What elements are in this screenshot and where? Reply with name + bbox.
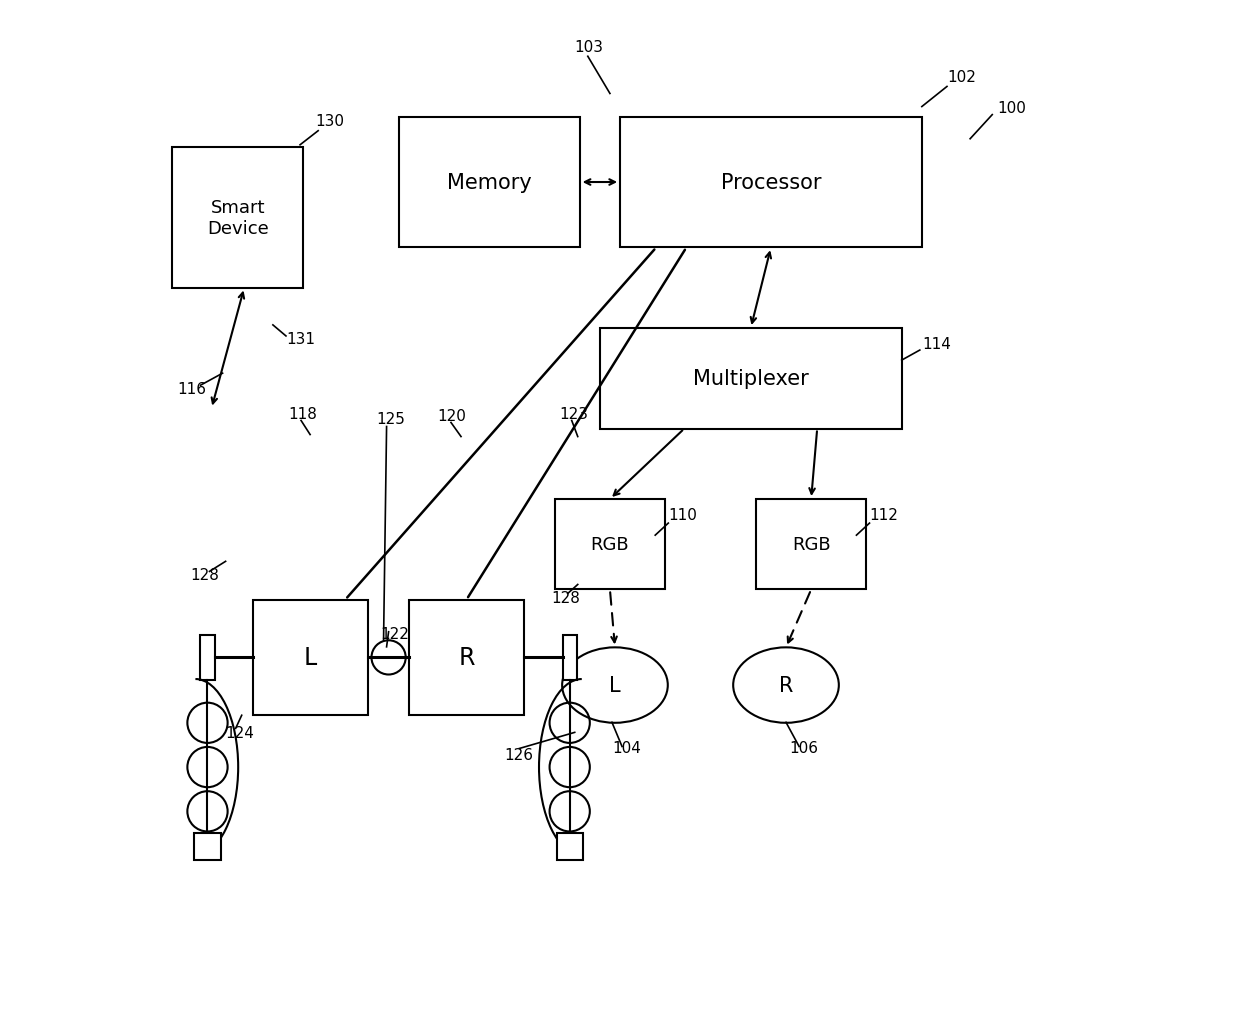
Text: Memory: Memory (446, 173, 532, 193)
Text: 124: 124 (226, 726, 254, 741)
FancyBboxPatch shape (563, 636, 577, 680)
Text: Processor: Processor (720, 173, 821, 193)
Text: Multiplexer: Multiplexer (693, 369, 808, 389)
Text: 102: 102 (947, 70, 976, 86)
FancyBboxPatch shape (398, 117, 580, 249)
Text: Smart
Device: Smart Device (207, 199, 269, 237)
Text: 116: 116 (177, 382, 206, 397)
Text: 110: 110 (668, 507, 697, 523)
Text: 112: 112 (869, 507, 899, 523)
FancyBboxPatch shape (409, 600, 525, 715)
Text: 103: 103 (574, 40, 604, 55)
Text: 106: 106 (789, 741, 818, 756)
Text: R: R (459, 646, 475, 669)
FancyBboxPatch shape (253, 600, 368, 715)
Text: 114: 114 (921, 336, 951, 352)
Text: 125: 125 (377, 412, 405, 427)
Text: 123: 123 (559, 407, 589, 422)
FancyBboxPatch shape (557, 834, 583, 860)
Text: L: L (609, 676, 621, 695)
Text: 128: 128 (191, 568, 219, 583)
Text: 118: 118 (288, 407, 317, 422)
Text: 104: 104 (613, 741, 641, 756)
Ellipse shape (562, 648, 668, 723)
Text: RGB: RGB (590, 536, 629, 553)
Text: RGB: RGB (792, 536, 831, 553)
FancyBboxPatch shape (756, 499, 867, 590)
FancyBboxPatch shape (195, 834, 221, 860)
Text: R: R (779, 676, 794, 695)
Text: 126: 126 (505, 747, 533, 762)
FancyBboxPatch shape (600, 328, 901, 429)
FancyBboxPatch shape (201, 636, 215, 680)
Text: 122: 122 (381, 626, 409, 641)
Text: 130: 130 (315, 113, 345, 128)
FancyBboxPatch shape (172, 148, 303, 288)
Text: 131: 131 (286, 331, 315, 346)
Text: 120: 120 (436, 409, 466, 424)
FancyBboxPatch shape (554, 499, 666, 590)
Text: 100: 100 (997, 101, 1027, 115)
FancyBboxPatch shape (620, 117, 921, 249)
Text: L: L (304, 646, 317, 669)
Ellipse shape (733, 648, 838, 723)
Text: 128: 128 (552, 590, 580, 605)
